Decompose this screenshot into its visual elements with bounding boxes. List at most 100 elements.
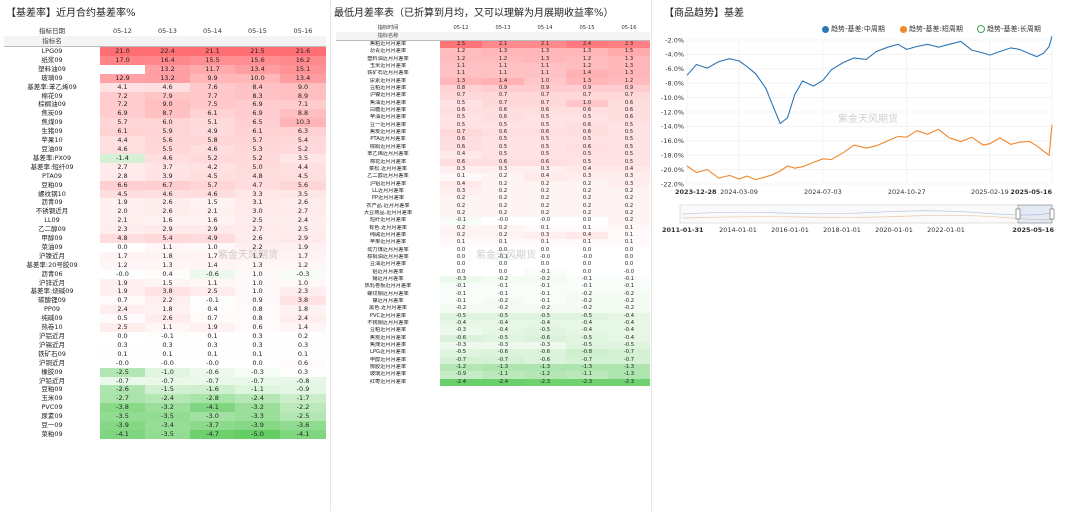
table-row: 焦煤近月月差率 -0.3 -0.3 -0.3 -0.5 -0.5 [336, 342, 650, 350]
value-cell: 1.2 [440, 55, 482, 64]
value-cell: 16.2 [280, 55, 326, 65]
value-cell: 1.2 [280, 260, 326, 270]
value-cell: 0.3 [440, 187, 482, 196]
value-cell: 4.1 [100, 82, 145, 92]
value-cell: -0.0 [482, 217, 524, 225]
value-cell: 0.2 [440, 224, 482, 232]
sort-control[interactable] [482, 32, 524, 41]
value-cell: 15.5 [190, 55, 235, 65]
table-row: 焦炭近月月差率 -0.6 -0.5 -0.6 -0.5 -0.4 [336, 334, 650, 343]
table-row: 菜松.近月月差率 0.3 0.3 0.3 0.4 0.4 [336, 165, 650, 174]
y-tick-label: -6.0% [665, 65, 684, 73]
value-cell [100, 64, 145, 74]
row-label: 棉花近月月差率 [369, 158, 407, 165]
table-row: 基差率:烧碱09 1.9 3.8 2.5 1.0 2.3 [4, 287, 326, 297]
value-cell: 1.1 [482, 63, 524, 71]
row-label: 螺纹钢近月月差率 [367, 290, 409, 297]
row-label: 红枣近月月差率 [369, 378, 407, 385]
table-row: PVC09 -3.8 -3.2 -4.1 -3.2 -2.2 [4, 403, 326, 413]
value-cell: 1.3 [482, 48, 524, 56]
value-cell: 1.8 [280, 305, 326, 315]
value-cell: 0.5 [524, 151, 566, 159]
header-date-col: 05-14 [524, 24, 566, 32]
value-cell: -2.5 [280, 412, 326, 422]
value-cell: -0.5 [440, 312, 482, 321]
value-cell: 5.6 [280, 180, 326, 190]
value-cell: 1.2 [440, 48, 482, 56]
sort-control[interactable] [235, 36, 280, 47]
row-label: 棕榈油近月月差率 [367, 253, 409, 260]
value-cell: 0.0 [566, 261, 608, 269]
value-cell: 0.5 [524, 114, 566, 122]
value-cell: 7.6 [190, 82, 235, 92]
value-cell: 0.2 [482, 209, 524, 218]
value-cell: 0.3 [608, 180, 650, 188]
value-cell: -1.1 [482, 371, 524, 379]
value-cell: -2.3 [608, 378, 650, 387]
legend-item-mid[interactable]: 趋势-基差:中周期 [822, 24, 885, 34]
month-spread-rate-table: 指标时间 05-12 05-13 05-14 05-15 05-16 指标名称 焦粕近月月差率… [336, 24, 650, 387]
table-row: PVC近月月差率 -0.5 -0.5 -0.5 -0.5 -0.4 [336, 312, 650, 321]
value-cell: 0.2 [608, 187, 650, 196]
value-cell: 2.1 [190, 207, 235, 217]
value-cell: -0.3 [482, 342, 524, 350]
legend-item-long[interactable]: 趋势-基差:长周期 [977, 24, 1041, 34]
value-cell: 1.5 [190, 198, 235, 208]
value-cell: -2.2 [280, 403, 326, 413]
value-cell: 2.9 [190, 225, 235, 235]
sort-control[interactable] [608, 32, 650, 41]
value-cell: 5.5 [145, 144, 190, 154]
value-cell: 1.3 [608, 70, 650, 78]
value-cell: 2.1 [524, 40, 566, 49]
value-cell: -0.1 [566, 276, 608, 284]
value-cell: -0.2 [482, 305, 524, 313]
sort-control[interactable] [524, 32, 566, 41]
value-cell: 1.9 [100, 287, 145, 297]
value-cell: -4.1 [190, 403, 235, 413]
value-cell: 1.1 [524, 70, 566, 78]
table-row: 豆粕近月月差率 0.8 0.9 0.9 0.9 0.9 [336, 85, 650, 93]
table-row: 纯碱09 0.5 2.6 0.7 0.8 2.4 [4, 314, 326, 324]
right-panel-title: 【商品趋势】基差 [664, 8, 744, 19]
table-row: 乙二醇近月月差率 0.1 0.2 0.4 0.3 0.3 [336, 173, 650, 181]
value-cell: 0.3 [100, 340, 145, 350]
value-cell: -0.2 [524, 276, 566, 284]
value-cell: 0.6 [524, 107, 566, 115]
value-cell: -3.0 [190, 412, 235, 422]
legend-item-short[interactable]: 趋势-基差:短周期 [900, 24, 963, 34]
table-row: 沪锡近月 0.3 0.3 0.3 0.3 0.3 [4, 340, 326, 350]
table-row: 苹果近月月差率 0.1 0.1 0.1 0.1 0.1 [336, 239, 650, 247]
value-cell: -0.1 [524, 268, 566, 276]
value-cell: 0.0 [524, 246, 566, 254]
value-cell: 0.2 [608, 202, 650, 210]
value-cell: 0.5 [482, 121, 524, 130]
row-label: 沪铝近月月差率 [369, 180, 407, 187]
value-cell: 8.8 [280, 109, 326, 119]
row-label: 棕榈油09 [38, 100, 66, 109]
row-label: PP09 [43, 305, 61, 314]
header-name-label: 指标名 [4, 36, 100, 47]
sort-control[interactable] [100, 36, 145, 47]
sort-control[interactable] [440, 32, 482, 41]
sort-control[interactable] [145, 36, 190, 47]
value-cell: 3.3 [235, 189, 280, 199]
row-label: 菜松.近月月差率 [369, 165, 407, 172]
row-label: 焦炭近月月差率 [369, 129, 407, 136]
sort-control[interactable] [566, 32, 608, 41]
table-row: 螺纹钢近月月差率 -0.1 -0.1 -0.1 -0.2 -0.2 [336, 290, 650, 299]
row-label: 乙二醇09 [38, 225, 66, 234]
table-row: 苯乙烯近月月差率 0.4 0.5 0.5 0.5 0.5 [336, 151, 650, 159]
sort-control[interactable] [190, 36, 235, 47]
value-cell: 15.1 [280, 64, 326, 74]
value-cell: 6.3 [280, 127, 326, 137]
value-cell: 0.6 [235, 323, 280, 332]
table-row: 农产品.近月月差率 0.2 0.2 0.2 0.2 0.2 [336, 202, 650, 210]
value-cell: 0.3 [190, 340, 235, 350]
row-label: 铁矿石09 [38, 349, 66, 358]
value-cell: 0.2 [482, 224, 524, 232]
row-label: 基差率:PX09 [32, 153, 72, 162]
value-cell: -1.5 [145, 385, 190, 395]
table-row: LL近月月差率 0.3 0.2 0.2 0.2 0.2 [336, 187, 650, 196]
sort-control[interactable] [280, 36, 326, 47]
basis-rate-table: 指标日期 05-12 05-13 05-14 05-15 05-16 指标名 LPG09 21.… [4, 26, 326, 439]
